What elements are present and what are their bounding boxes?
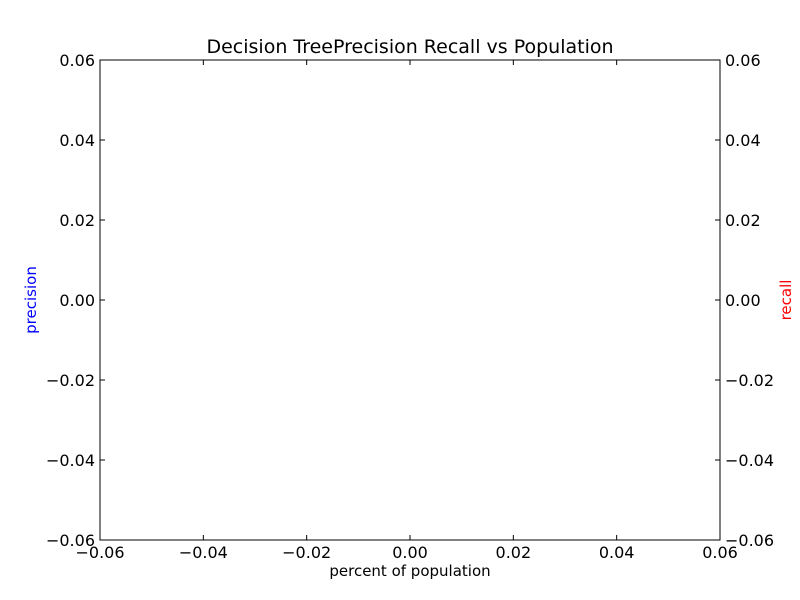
y-axis-label-left: precision (22, 266, 40, 334)
x-tick-label: 0.00 (392, 543, 428, 562)
y-left-tick-label: 0.04 (59, 131, 95, 150)
y-left-tick-label: 0.00 (59, 291, 95, 310)
y-right-tick-label: 0.00 (725, 291, 761, 310)
ticks-group: −0.06−0.04−0.020.000.020.040.06−0.06−0.0… (46, 51, 774, 562)
y-left-tick-label: −0.02 (46, 371, 95, 390)
y-right-tick-label: 0.02 (725, 211, 761, 230)
x-tick-label: −0.04 (179, 543, 228, 562)
y-right-tick-label: 0.04 (725, 131, 761, 150)
y-right-tick-label: −0.02 (725, 371, 774, 390)
y-left-tick-label: 0.06 (59, 51, 95, 70)
plot-area (99, 59, 721, 541)
x-tick-label: 0.06 (702, 543, 738, 562)
chart-title: Decision TreePrecision Recall vs Populat… (206, 36, 613, 58)
x-tick-label: −0.06 (75, 543, 124, 562)
y-left-tick-label: −0.06 (46, 531, 95, 550)
x-axis-label: percent of population (329, 562, 490, 580)
x-tick-label: 0.02 (496, 543, 532, 562)
x-tick-label: 0.04 (599, 543, 635, 562)
y-left-tick-label: 0.02 (59, 211, 95, 230)
y-axis-label-right: recall (777, 280, 795, 321)
y-right-tick-label: −0.04 (725, 451, 774, 470)
y-right-tick-label: 0.06 (725, 51, 761, 70)
x-tick-label: −0.02 (282, 543, 331, 562)
y-left-tick-label: −0.04 (46, 451, 95, 470)
y-right-tick-label: −0.06 (725, 531, 774, 550)
